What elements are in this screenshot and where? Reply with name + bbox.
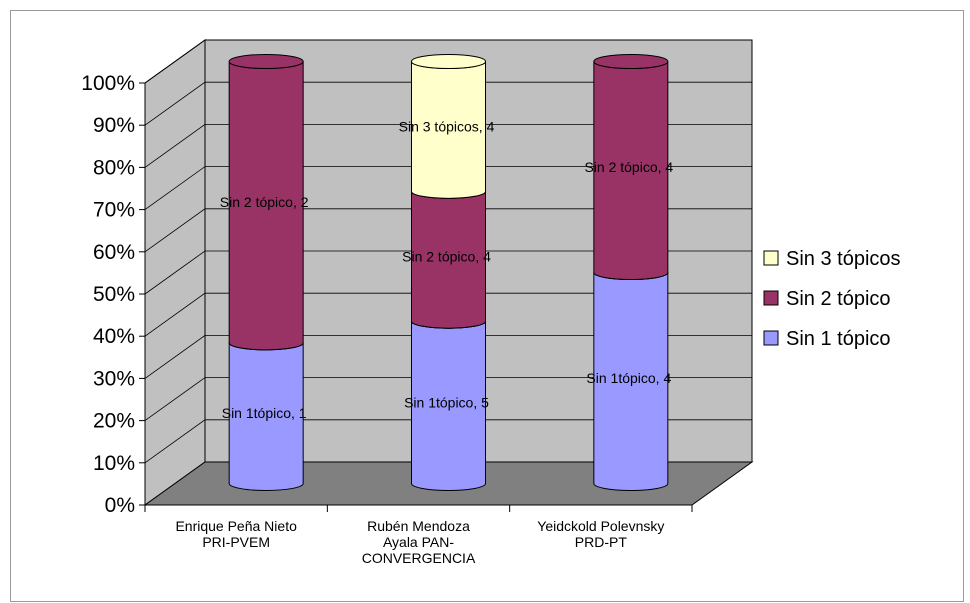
data-label: Sin 2 tópico, 4 — [584, 159, 673, 175]
x-tick-label: Enrique Peña Nieto — [175, 518, 297, 534]
x-tick-label: PRD-PT — [575, 534, 628, 550]
gridline — [144, 124, 752, 168]
y-tick-label: 100% — [81, 72, 135, 95]
gridline — [144, 377, 752, 421]
x-tick-label: Ayala PAN- — [383, 534, 454, 550]
data-label: Sin 1tópico, 5 — [404, 394, 489, 410]
y-tick-label: 50% — [93, 283, 135, 306]
legend-label: Sin 3 tópicos — [786, 248, 901, 270]
y-tick-label: 90% — [93, 114, 135, 137]
legend-box — [754, 240, 960, 364]
cylinder-cap — [593, 54, 669, 69]
x-tick-label: Rubén Mendoza — [367, 518, 470, 534]
data-label: Sin 2 tópico, 2 — [220, 194, 309, 210]
x-tick-label: Yeidckold Polevnsky — [537, 518, 664, 534]
legend-swatch — [763, 250, 779, 266]
legend-label: Sin 1 tópico — [786, 328, 891, 350]
cylinder-cap — [228, 54, 304, 69]
data-label: Sin 1tópico, 1 — [222, 405, 307, 421]
data-label: Sin 1tópico, 4 — [586, 370, 671, 386]
legend-label: Sin 2 tópico — [786, 288, 891, 310]
chart-frame — [10, 10, 964, 602]
gridline — [144, 419, 752, 464]
y-tick-label: 60% — [93, 241, 135, 264]
cylinder-cap — [411, 54, 486, 69]
gridline — [144, 39, 752, 84]
y-tick-label: 80% — [93, 156, 135, 179]
gridline — [144, 208, 752, 253]
y-tick-label: 70% — [93, 199, 135, 222]
gridline — [144, 292, 752, 337]
y-tick-label: 0% — [105, 494, 135, 517]
x-tick-label: CONVERGENCIA — [362, 550, 476, 566]
data-label: Sin 3 tópicos, 4 — [399, 118, 495, 134]
legend-swatch — [763, 290, 779, 306]
y-tick-label: 30% — [93, 367, 135, 390]
gridline — [144, 334, 752, 379]
y-tick-label: 40% — [93, 325, 135, 348]
gridline — [144, 166, 752, 210]
gridline — [144, 250, 752, 295]
y-tick-label: 10% — [93, 452, 135, 475]
x-tick-label: PRI-PVEM — [202, 534, 270, 550]
data-label: Sin 2 tópico, 4 — [402, 248, 491, 264]
y-tick-label: 20% — [93, 410, 135, 433]
legend-swatch — [763, 330, 779, 346]
gridline — [144, 81, 752, 126]
